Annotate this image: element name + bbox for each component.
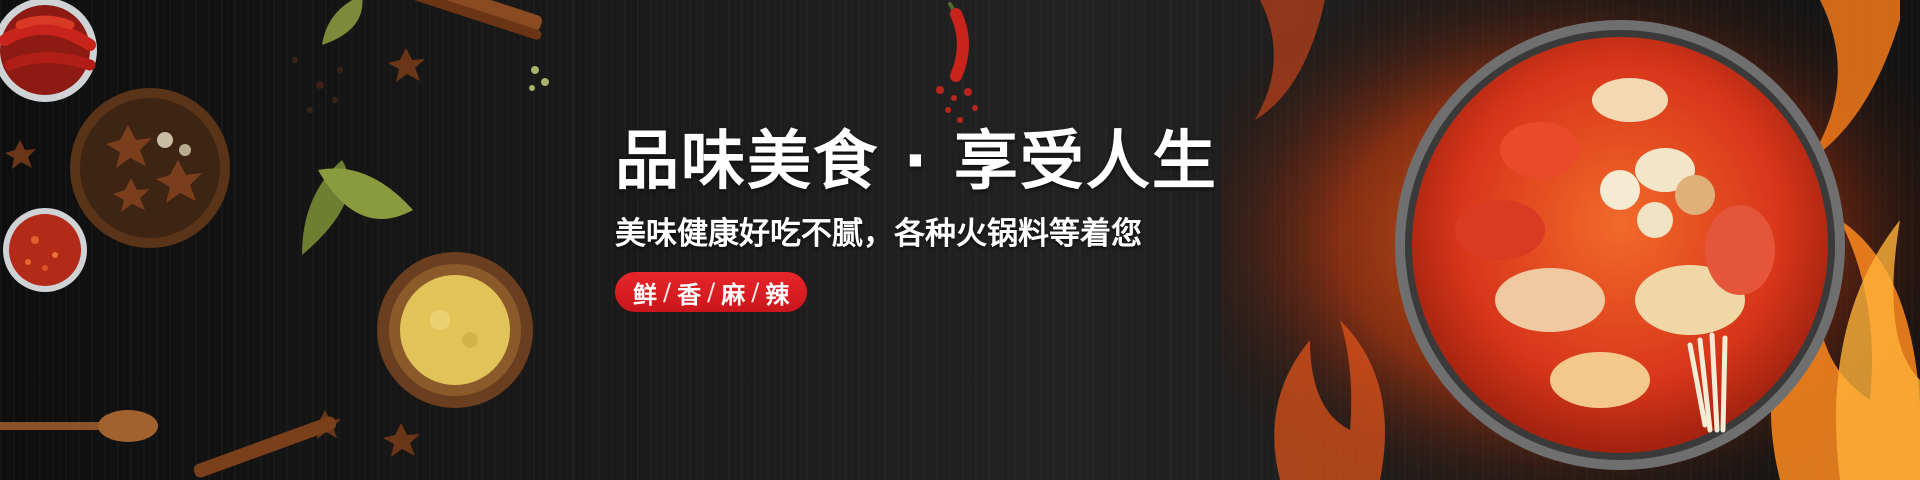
spices-decoration	[0, 0, 549, 478]
flavor-tags-pill: 鲜 / 香 / 麻 / 辣	[615, 272, 808, 312]
hotpot-decoration	[1220, 0, 1920, 480]
bay-leaf-icon	[302, 0, 413, 255]
star-anise-bowl-icon	[70, 88, 230, 248]
hotpot-bowl-icon	[1395, 20, 1845, 470]
flavor-tag: 辣	[765, 280, 790, 309]
banner-text-block: 品味美食 · 享受人生 美味健康好吃不腻，各种火锅料等着您 鲜 / 香 / 麻 …	[615, 122, 1315, 312]
tag-separator: /	[751, 278, 760, 306]
flavor-tag: 香	[677, 280, 702, 309]
wooden-spoon-icon	[0, 410, 158, 442]
headline: 品味美食 · 享受人生	[615, 125, 1218, 199]
cinnamon-stick-icon	[388, 0, 542, 40]
flavor-tag: 鲜	[633, 280, 657, 309]
flavor-tag: 麻	[721, 280, 746, 309]
tag-separator: /	[707, 278, 716, 306]
dried-chili-bowl-icon	[0, 0, 97, 102]
chili-flakes-bowl-icon	[3, 208, 87, 292]
cinnamon-stick-icon	[193, 416, 337, 478]
red-chili-pepper-icon	[936, 2, 978, 123]
tag-separator: /	[663, 278, 672, 306]
curry-powder-bowl-icon	[377, 252, 533, 408]
subline: 美味健康好吃不腻，各种火锅料等着您	[615, 216, 1142, 252]
